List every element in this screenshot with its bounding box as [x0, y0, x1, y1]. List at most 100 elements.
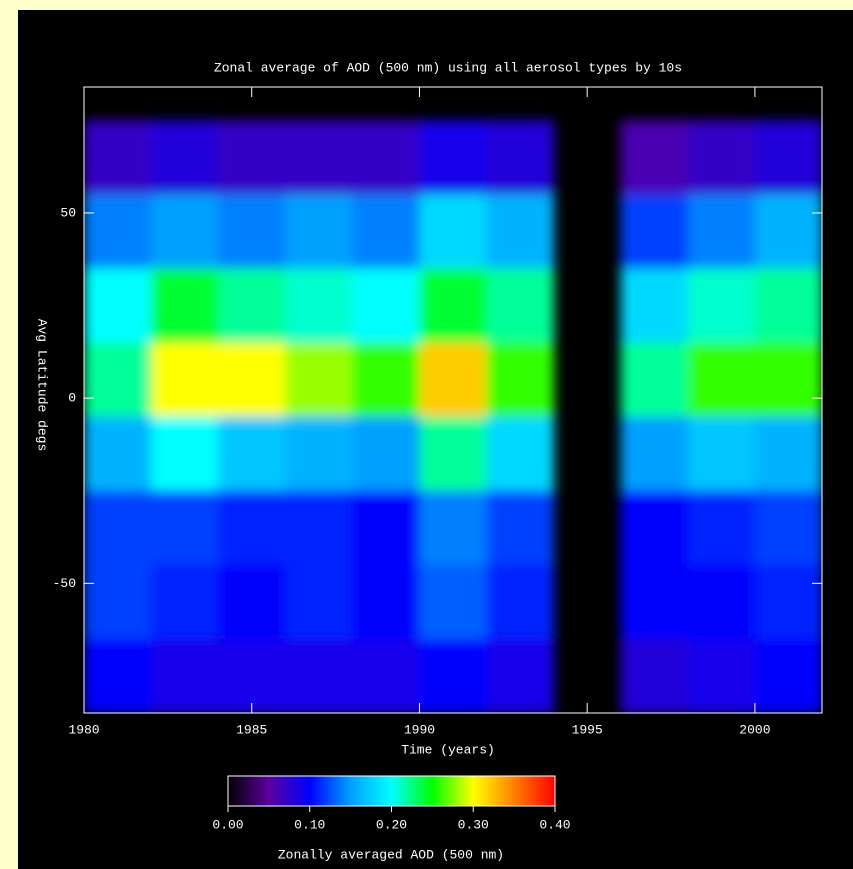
heatmap-cell [84, 638, 152, 713]
heatmap-cell [151, 638, 219, 713]
heatmap-cell [151, 342, 219, 418]
heatmap-cell [687, 564, 756, 640]
heatmap-cell [151, 490, 219, 566]
heatmap-cell [419, 342, 488, 418]
y-tick-label: 0 [68, 391, 76, 406]
heatmap-cell [285, 194, 353, 270]
x-tick-label: 2000 [739, 722, 770, 737]
heatmap-cell [486, 638, 555, 713]
heatmap-cell [620, 490, 689, 566]
heatmap-cell [620, 638, 689, 713]
heatmap-cell [218, 342, 286, 418]
heatmap-cell [687, 638, 756, 713]
heatmap-cell [84, 268, 152, 344]
heatmap-cell [687, 194, 756, 270]
heatmap-cell [687, 268, 756, 344]
heatmap-cell [419, 268, 488, 344]
heatmap-cell [754, 490, 822, 566]
chart-title: Zonal average of AOD (500 nm) using all … [214, 60, 682, 75]
heatmap-cell [84, 342, 152, 418]
heatmap-cell [486, 564, 555, 640]
x-tick-label: 1995 [572, 722, 603, 737]
heatmap-cell [620, 194, 689, 270]
y-tick-label: 50 [60, 205, 76, 220]
heatmap-cell [84, 120, 152, 195]
colorbar-tick-label: 0.40 [539, 817, 570, 832]
heatmap-cell [285, 416, 353, 492]
x-tick-label: 1980 [68, 722, 99, 737]
heatmap-cell [486, 268, 555, 344]
heatmap-cell [754, 564, 822, 640]
heatmap-cell [620, 416, 689, 492]
heatmap-cell [218, 194, 286, 270]
heatmap-cell [754, 268, 822, 344]
heatmap-cell [285, 490, 353, 566]
x-axis-label: Time (years) [401, 742, 495, 757]
heatmap-cell [620, 120, 689, 195]
heatmap-cell [285, 638, 353, 713]
heatmap-cell [151, 416, 219, 492]
heatmap-cell [352, 638, 420, 713]
heatmap-cell [486, 120, 555, 195]
colorbar-tick-label: 0.30 [458, 817, 489, 832]
heatmap-cell [285, 268, 353, 344]
heatmap-cell [151, 564, 219, 640]
colorbar-tick-label: 0.10 [294, 817, 325, 832]
heatmap-cell [687, 120, 756, 195]
heatmap-cell [151, 120, 219, 195]
heatmap-cell [486, 490, 555, 566]
heatmap-cell [84, 564, 152, 640]
heatmap-cell [754, 194, 822, 270]
heatmap-cell [754, 416, 822, 492]
heatmap-cell [486, 342, 555, 418]
heatmap-cell [754, 342, 822, 418]
heatmap-cell [687, 416, 756, 492]
heatmap-cell [687, 342, 756, 418]
heatmap-cell [218, 416, 286, 492]
heatmap-cell [352, 194, 420, 270]
y-tick-label: -50 [53, 576, 76, 591]
heatmap-cells [84, 120, 822, 713]
heatmap-cell [285, 342, 353, 418]
heatmap-cell [419, 490, 488, 566]
x-tick-label: 1985 [236, 722, 267, 737]
heatmap-cell [218, 490, 286, 566]
colorbar-label: Zonally averaged AOD (500 nm) [278, 847, 504, 862]
heatmap-cell [352, 268, 420, 344]
heatmap-cell [419, 194, 488, 270]
heatmap-cell [151, 194, 219, 270]
heatmap-cell [620, 268, 689, 344]
colorbar-tick-label: 0.20 [376, 817, 407, 832]
colorbar [227, 775, 556, 807]
heatmap-cell [352, 416, 420, 492]
heatmap-cell [419, 416, 488, 492]
heatmap-cell [419, 564, 488, 640]
heatmap-cell [84, 416, 152, 492]
heatmap-cell [352, 120, 420, 195]
heatmap-cell [285, 564, 353, 640]
heatmap-cell [218, 638, 286, 713]
colorbar-tick-label: 0.00 [212, 817, 243, 832]
heatmap-cell [620, 342, 689, 418]
heatmap-cell [218, 268, 286, 344]
heatmap-cell [486, 194, 555, 270]
heatmap-cell [687, 490, 756, 566]
heatmap-cell [218, 564, 286, 640]
heatmap-cell [419, 638, 488, 713]
heatmap-cell [151, 268, 219, 344]
heatmap-cell [754, 638, 822, 713]
heatmap-cell [285, 120, 353, 195]
x-tick-label: 1990 [404, 722, 435, 737]
heatmap-cell [352, 342, 420, 418]
heatmap [84, 120, 822, 713]
heatmap-cell [218, 120, 286, 195]
plot-frame [83, 86, 823, 714]
heatmap-cell [419, 120, 488, 195]
heatmap-cell [486, 416, 555, 492]
heatmap-cell [84, 490, 152, 566]
y-axis-label: Avg Latitude degs [35, 319, 50, 452]
heatmap-cell [620, 564, 689, 640]
heatmap-cell [754, 120, 822, 195]
